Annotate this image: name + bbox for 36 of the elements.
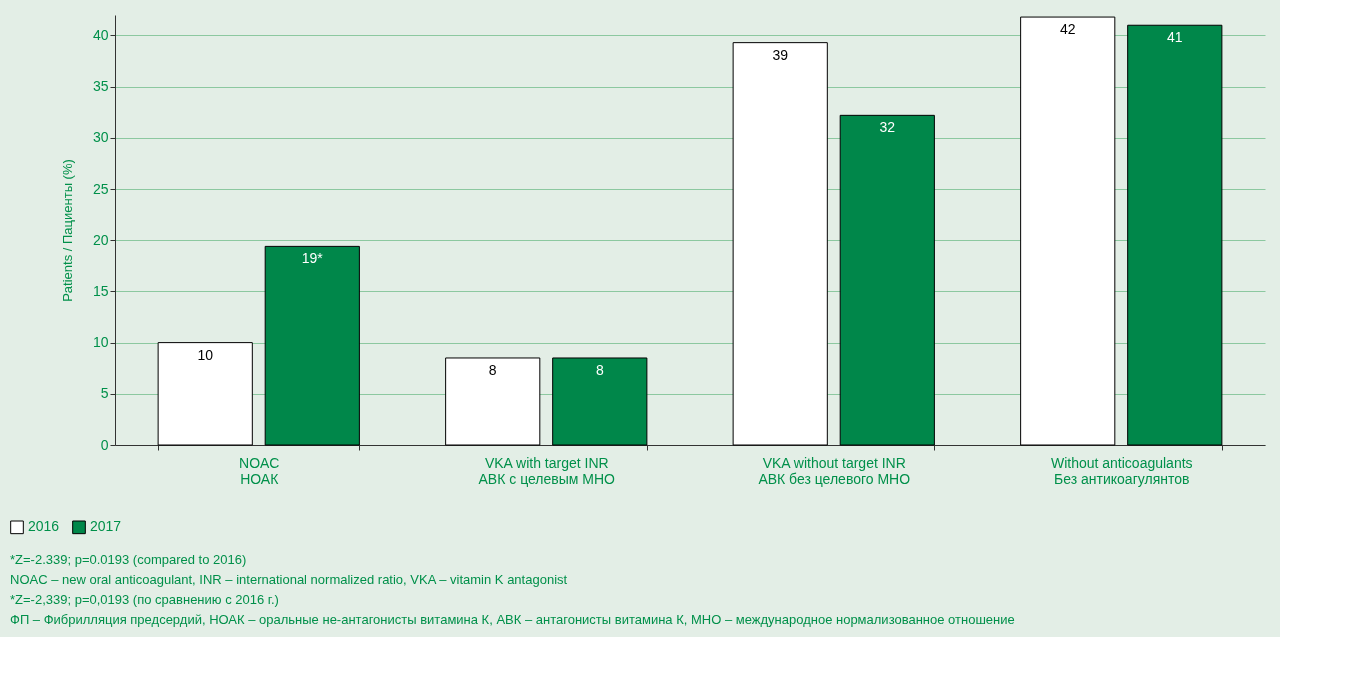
text: *Z=-2.339; p=0.0193 (compared to 2016) bbox=[10, 552, 247, 567]
y-tick-label: 0 bbox=[100, 436, 109, 453]
x-tick-label: NOAC НОАК bbox=[239, 454, 280, 487]
data-label: 8 bbox=[488, 361, 497, 378]
bar bbox=[839, 114, 935, 446]
data-label: 10 bbox=[197, 346, 214, 363]
x-tick-label: VKA with target INR АВК с целевым МНО bbox=[478, 454, 616, 487]
bar bbox=[732, 42, 828, 446]
data-label: 8 bbox=[595, 361, 604, 378]
text: NOAC – new oral anticoagulant, INR – international normalized ratio, VKA – vitamin K antagonist bbox=[10, 572, 568, 587]
bar bbox=[157, 342, 253, 446]
bar bbox=[1020, 16, 1116, 446]
data-label: 39 bbox=[772, 46, 789, 63]
y-axis-title: Patients / Пациенты (%) bbox=[59, 159, 75, 302]
bar bbox=[445, 357, 541, 446]
y-tick-label: 5 bbox=[100, 385, 109, 402]
text: *Z=-2,339; p=0,0193 (по сравнению с 2016 г.) bbox=[10, 592, 279, 607]
y-tick-label: 25 bbox=[92, 180, 109, 197]
bar bbox=[552, 357, 648, 446]
x-tick-label: Without anticoagulants Без антикоагулянтов bbox=[1050, 454, 1193, 487]
y-tick-label: 40 bbox=[92, 26, 109, 43]
data-label: 32 bbox=[879, 119, 896, 136]
y-tick-label: 15 bbox=[92, 282, 109, 299]
data-label: 19* bbox=[301, 250, 324, 267]
bar bbox=[1127, 24, 1223, 446]
data-label: 42 bbox=[1059, 21, 1076, 38]
data-label: 41 bbox=[1166, 29, 1183, 46]
y-tick-label: 10 bbox=[92, 334, 109, 351]
y-tick-label: 20 bbox=[92, 231, 109, 248]
legend-label: 2017 bbox=[90, 518, 122, 535]
y-tick-label: 35 bbox=[92, 78, 109, 95]
text: ФП – Фибрилляция предсердий, НОАК – оральные не-антагонисты витамина К, АВК – антагонисты витамина К, МНО – международное нормализованное отношение bbox=[10, 612, 1015, 627]
bar bbox=[264, 245, 360, 446]
legend-label: 2016 bbox=[28, 518, 60, 535]
y-tick-label: 30 bbox=[92, 129, 109, 146]
x-tick-label: VKA without target INR АВК без целевого МНО bbox=[758, 454, 911, 487]
